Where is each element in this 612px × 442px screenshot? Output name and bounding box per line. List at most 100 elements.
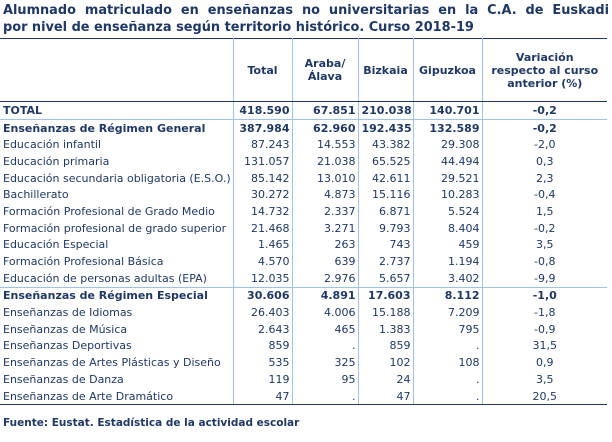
cell-variation: -1,0 xyxy=(482,286,607,305)
cell-araba: 325 xyxy=(292,354,359,371)
cell-araba: 639 xyxy=(292,253,359,270)
table-row: Enseñanzas de Música 2.643 465 1.383 795 -0,9 xyxy=(0,320,607,338)
cell-variation: 31,5 xyxy=(532,339,558,353)
cell-bizkaia: 859 xyxy=(358,337,414,355)
header-variation: Variación respecto al curso anterior (%) xyxy=(482,38,607,102)
cell-gipuzkoa: . xyxy=(413,337,483,355)
cell-total: 14.732 xyxy=(233,203,293,220)
cell-bizkaia: 47 xyxy=(358,387,414,406)
cell-bizkaia: 15.188 xyxy=(358,304,414,321)
cell-total: 4.570 xyxy=(233,253,293,270)
cell-variation: 0,9 xyxy=(536,356,554,370)
cell-variation: 2,3 xyxy=(536,171,554,185)
cell-bizkaia: 17.603 xyxy=(358,286,414,305)
cell-gipuzkoa: 29.521 xyxy=(413,169,483,187)
cell-araba: . xyxy=(292,387,359,406)
row-label: Enseñanzas de Idiomas xyxy=(0,304,234,321)
cell-araba: 2.337 xyxy=(292,203,359,220)
cell-total: 12.035 xyxy=(233,269,293,288)
row-label: Bachillerato xyxy=(0,186,234,204)
table-row: Enseñanzas Deportivas 859. 859. 31,5 xyxy=(0,337,607,355)
cell-bizkaia: 6.871 xyxy=(358,203,414,220)
header-araba: Araba/Álava xyxy=(292,38,359,102)
title-line-2: por nivel de enseñanza según territorio … xyxy=(3,20,474,35)
cell-total: 859 xyxy=(233,337,293,355)
cell-gipuzkoa: 795 xyxy=(413,320,483,338)
row-label: TOTAL xyxy=(0,101,234,120)
row-label: Educación primaria xyxy=(0,153,234,170)
cell-bizkaia: 42.611 xyxy=(358,169,414,187)
row-label: Enseñanzas de Régimen General xyxy=(0,118,234,137)
cell-araba: 465 xyxy=(292,320,359,338)
header-total: Total xyxy=(233,38,293,102)
row-label: Enseñanzas de Arte Dramático xyxy=(0,387,234,406)
cell-bizkaia: 210.038 xyxy=(358,101,414,120)
cell-araba: 3.271 xyxy=(292,219,359,237)
cell-araba: 62.960 xyxy=(292,118,359,137)
row-label: Educación infantil xyxy=(0,136,234,154)
cell-bizkaia: 1.383 xyxy=(358,320,414,338)
table-row: Enseñanzas de Danza 119 95 24. 3,5 xyxy=(0,371,607,388)
cell-araba: 263 xyxy=(292,236,359,254)
cell-gipuzkoa: . xyxy=(413,387,483,406)
cell-gipuzkoa: 1.194 xyxy=(413,253,483,270)
cell-bizkaia: 65.525 xyxy=(358,153,414,170)
cell-variation: -0,2 xyxy=(482,118,607,137)
table-body: TOTAL 418.590 67.851 210.038 140.701 -0,2 Ense… xyxy=(0,101,607,406)
table-row: Enseñanzas de Artes Plásticas y Diseño 53… xyxy=(0,354,607,371)
cell-variation: -0,9 xyxy=(534,322,556,336)
table-row: Educación de personas adultas (EPA) 12.03… xyxy=(0,269,607,288)
cell-gipuzkoa: 8.112 xyxy=(413,286,483,305)
cell-variation: 20,5 xyxy=(482,387,607,406)
cell-gipuzkoa: 108 xyxy=(413,354,483,371)
cell-araba: 67.851 xyxy=(292,101,359,120)
table-row: Educación infantil 87.243 14.553 43.382 29.3… xyxy=(0,136,607,154)
table-header: Total Araba/Álava Bizkaia Gipuzkoa Varia… xyxy=(0,38,607,102)
cell-variation: -0,4 xyxy=(534,188,556,202)
table-row: Educación secundaria obligatoria (E.S.O.… xyxy=(0,169,607,187)
cell-variation: -0,2 xyxy=(482,101,607,120)
cell-gipuzkoa: 140.701 xyxy=(413,101,483,120)
cell-bizkaia: 9.793 xyxy=(358,219,414,237)
table-row: Enseñanzas de Régimen Especial 30.606 4.89… xyxy=(0,286,607,305)
cell-gipuzkoa: 132.589 xyxy=(413,118,483,137)
row-label: Formación Profesional de Grado Medio xyxy=(0,203,234,220)
cell-araba: 4.891 xyxy=(292,286,359,305)
table-row: Educación primaria 131.057 21.038 65.525 44.… xyxy=(0,153,607,170)
row-label: Enseñanzas de Danza xyxy=(0,371,234,388)
cell-bizkaia: 2.737 xyxy=(358,253,414,270)
header-bizkaia: Bizkaia xyxy=(358,38,414,102)
row-label: Educación Especial xyxy=(0,236,234,254)
table-title: Alumnado matriculado en enseñanzas no un… xyxy=(3,2,609,36)
cell-total: 85.142 xyxy=(233,169,293,187)
cell-total: 119 xyxy=(233,371,293,388)
cell-bizkaia: 102 xyxy=(358,354,414,371)
cell-bizkaia: 43.382 xyxy=(358,136,414,154)
cell-gipuzkoa: 7.209 xyxy=(413,304,483,321)
title-line-1: Alumnado matriculado en enseñanzas no un… xyxy=(3,3,609,18)
cell-total: 26.403 xyxy=(233,304,293,321)
cell-gipuzkoa: 8.404 xyxy=(413,219,483,237)
cell-total: 2.643 xyxy=(233,320,293,338)
cell-total: 30.272 xyxy=(233,186,293,204)
row-label: Educación secundaria obligatoria (E.S.O.… xyxy=(0,169,234,187)
cell-gipuzkoa: 10.283 xyxy=(413,186,483,204)
cell-total: 131.057 xyxy=(233,153,293,170)
cell-gipuzkoa: 44.494 xyxy=(413,153,483,170)
table-row: Formación profesional de grado superior 2… xyxy=(0,219,607,237)
enrollment-table: Total Araba/Álava Bizkaia Gipuzkoa Varia… xyxy=(0,38,607,406)
cell-variation: 3,5 xyxy=(536,238,554,252)
cell-gipuzkoa: . xyxy=(413,371,483,388)
source-note: Fuente: Eustat. Estadística de la activi… xyxy=(3,417,300,429)
cell-total: 1.465 xyxy=(233,236,293,254)
row-label: Formación profesional de grado superior xyxy=(0,219,234,237)
cell-variation: 3,5 xyxy=(536,372,554,386)
table-row: TOTAL 418.590 67.851 210.038 140.701 -0,2 xyxy=(0,101,607,120)
table-row: Formación Profesional Básica 4.570 639 2.73… xyxy=(0,253,607,270)
header-gipuzkoa: Gipuzkoa xyxy=(413,38,483,102)
cell-gipuzkoa: 3.402 xyxy=(413,269,483,288)
cell-variation: 0,3 xyxy=(536,154,554,168)
cell-bizkaia: 24 xyxy=(358,371,414,388)
cell-gipuzkoa: 5.524 xyxy=(413,203,483,220)
cell-araba: 14.553 xyxy=(292,136,359,154)
